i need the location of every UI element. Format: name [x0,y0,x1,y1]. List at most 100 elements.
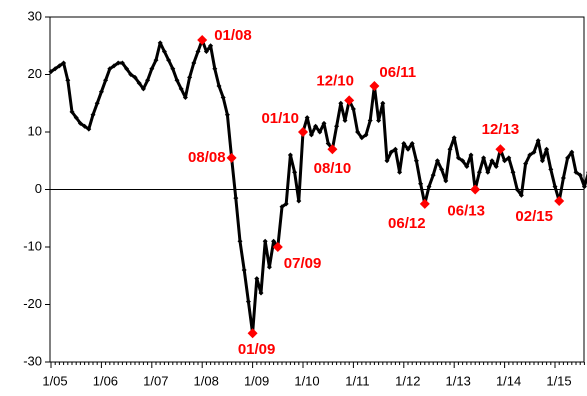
point [61,60,67,66]
point [464,164,470,169]
point [94,100,100,106]
point [216,83,222,89]
highlight-point [470,184,481,195]
annotation: 01/08 [214,27,252,44]
point [212,66,218,72]
annotation: 08/10 [314,160,352,177]
x-tick-label: 1/07 [143,373,168,388]
point [174,77,180,83]
x-tick-label: 1/09 [244,373,269,388]
point [434,158,440,164]
point [460,158,466,164]
x-tick-label: 1/13 [446,373,471,388]
point [161,49,167,54]
x-tick-label: 1/15 [546,373,571,388]
point [166,57,172,63]
point [539,158,545,164]
point [439,166,445,172]
point [140,86,146,92]
y-tick-label: -20 [23,296,42,311]
highlight-point [327,144,338,155]
point [342,118,348,123]
point [535,138,541,144]
point [413,158,419,164]
point [107,66,113,72]
point [220,95,226,100]
point [182,95,188,100]
annotation: 07/09 [284,255,322,272]
point [203,49,209,54]
point [363,132,369,138]
point [157,40,163,46]
annotation: 12/13 [482,121,520,138]
point [237,238,243,244]
point [111,63,117,69]
point [502,158,508,164]
point [355,129,361,135]
annotation: 06/12 [388,215,426,232]
point [191,60,197,66]
highlight-point [272,242,283,252]
point [518,192,524,198]
highlight-point [344,95,355,106]
point [86,126,92,132]
point [430,172,436,178]
highlight-point [247,328,258,339]
x-tick-label: 1/11 [345,373,369,388]
point [317,129,323,135]
annotation: 06/11 [379,64,416,81]
point [581,184,587,190]
point [531,149,537,155]
point [271,238,277,244]
point [195,49,201,54]
point [52,66,58,72]
point [283,201,289,207]
point [279,204,285,210]
point [565,155,571,161]
point [48,69,54,75]
point [73,115,79,121]
point [405,146,411,152]
point [493,164,499,169]
point [527,152,533,158]
point [258,290,264,296]
point [426,184,432,190]
point [224,112,230,118]
point [145,77,151,83]
x-tick-label: 1/14 [496,373,521,388]
point [334,123,340,129]
point [359,135,365,141]
highlight-point [226,152,237,163]
point [481,155,487,161]
point [321,120,327,126]
point [338,100,344,106]
y-tick-label: 0 [35,181,42,196]
annotation: 01/10 [261,110,299,127]
point [124,66,130,72]
point [254,276,260,282]
point [350,106,356,112]
point [409,141,415,146]
point [98,89,104,95]
point [455,155,461,161]
point [388,149,394,155]
point [376,118,382,123]
point [304,115,310,121]
point [552,184,558,190]
point [208,43,214,49]
point [506,155,512,161]
x-tick-label: 1/06 [93,373,118,388]
point [262,238,268,244]
point [115,60,121,66]
point [384,158,390,164]
point [128,72,134,77]
annotation: 08/08 [188,149,226,166]
point [308,132,314,138]
point [296,198,302,204]
point [569,149,575,155]
point [241,267,247,273]
point [170,66,176,72]
point [544,146,550,152]
point [292,169,298,175]
point [178,86,184,92]
